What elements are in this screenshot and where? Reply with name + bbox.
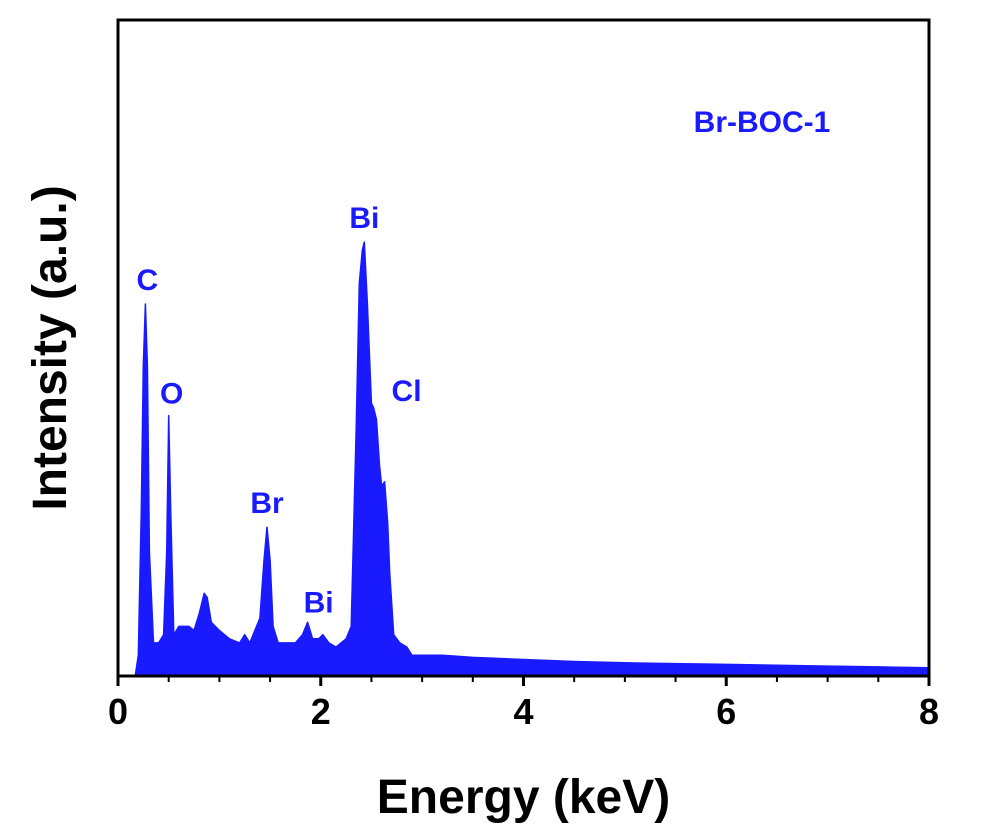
series-label: Br-BOC-1	[694, 106, 831, 139]
peak-label-br: Br	[250, 487, 284, 520]
peak-annotations: C O Br Bi Bi Cl	[137, 202, 422, 619]
plot-area	[134, 241, 930, 677]
x-tick-label: 0	[108, 691, 128, 732]
x-axis-title: Energy (keV)	[377, 771, 670, 824]
peak-label-bi: Bi	[304, 586, 334, 619]
peak-label-bi: Bi	[349, 202, 379, 235]
peak-label-c: C	[137, 264, 159, 297]
y-axis-title: Intensity (a.u.)	[24, 185, 77, 510]
x-tick-label: 8	[919, 691, 939, 732]
x-tick-label: 2	[311, 691, 331, 732]
x-tick-label: 6	[716, 691, 736, 732]
x-tick-label: 4	[513, 691, 533, 732]
x-axis-ticks: 0 2 4 6 8	[108, 676, 939, 732]
peak-label-o: O	[160, 378, 183, 411]
spectrum-area	[134, 241, 930, 677]
peak-label-cl: Cl	[392, 375, 422, 408]
